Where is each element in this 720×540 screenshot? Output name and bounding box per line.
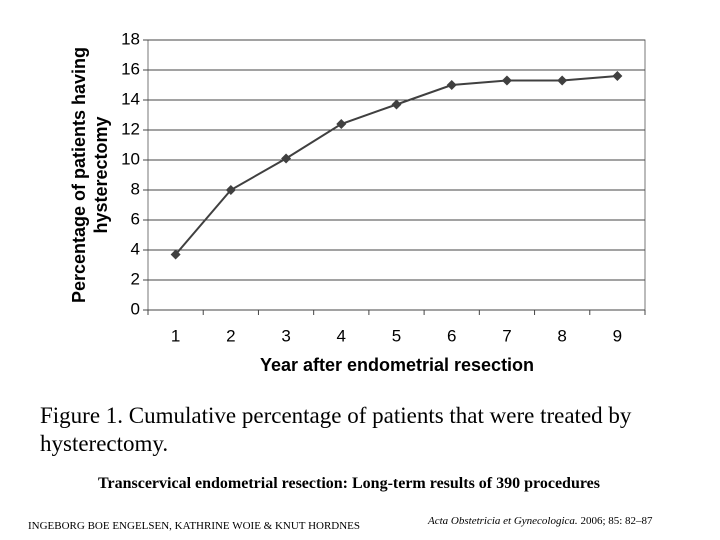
- x-tick-label: 3: [281, 326, 290, 345]
- y-tick-label: 8: [131, 179, 140, 198]
- x-tick-label: 6: [447, 326, 456, 345]
- data-point: [501, 75, 512, 86]
- journal: Acta Obstetricia et Gynecologica.: [428, 515, 578, 527]
- data-point: [225, 185, 236, 195]
- y-tick-label: 6: [131, 209, 140, 228]
- y-tick-label: 4: [131, 239, 140, 258]
- figure-caption: Figure 1. Cumulative percentage of patie…: [40, 403, 632, 456]
- x-tick-label: 2: [226, 326, 235, 345]
- y-axis-title: hysterectomy: [91, 116, 111, 233]
- data-point: [336, 119, 347, 129]
- y-tick-label: 2: [131, 269, 140, 288]
- y-tick-label: 12: [121, 119, 140, 138]
- reference: Acta Obstetricia et Gynecologica. 2006; …: [428, 515, 653, 527]
- y-tick-label: 14: [121, 89, 140, 108]
- chart: Year after endometrial resection Percent…: [69, 29, 646, 375]
- data-point: [170, 249, 181, 260]
- x-tick-label: 8: [557, 326, 566, 345]
- x-tick-label: 4: [337, 326, 346, 345]
- authors: INGEBORG BOE ENGELSEN, KATHRINE WOIE & K…: [28, 520, 361, 532]
- y-tick-label: 0: [131, 299, 140, 318]
- y-tick-label: 18: [121, 29, 140, 48]
- citation: 2006; 85: 82–87: [580, 515, 653, 527]
- data-point: [612, 71, 623, 81]
- x-axis-title: Year after endometrial resection: [260, 355, 534, 375]
- y-axis-title: Percentage of patients having: [69, 47, 89, 303]
- x-tick-label: 9: [613, 326, 622, 345]
- data-point: [557, 75, 568, 86]
- data-point: [391, 99, 402, 110]
- x-tick-label: 5: [392, 326, 401, 345]
- x-tick-label: 7: [502, 326, 511, 345]
- y-tick-label: 10: [121, 149, 140, 168]
- data-point: [281, 153, 292, 164]
- article-title: Transcervical endometrial resection: Lon…: [98, 475, 600, 492]
- data-point: [446, 80, 457, 90]
- x-tick-label: 1: [171, 326, 180, 345]
- y-tick-label: 16: [121, 59, 140, 78]
